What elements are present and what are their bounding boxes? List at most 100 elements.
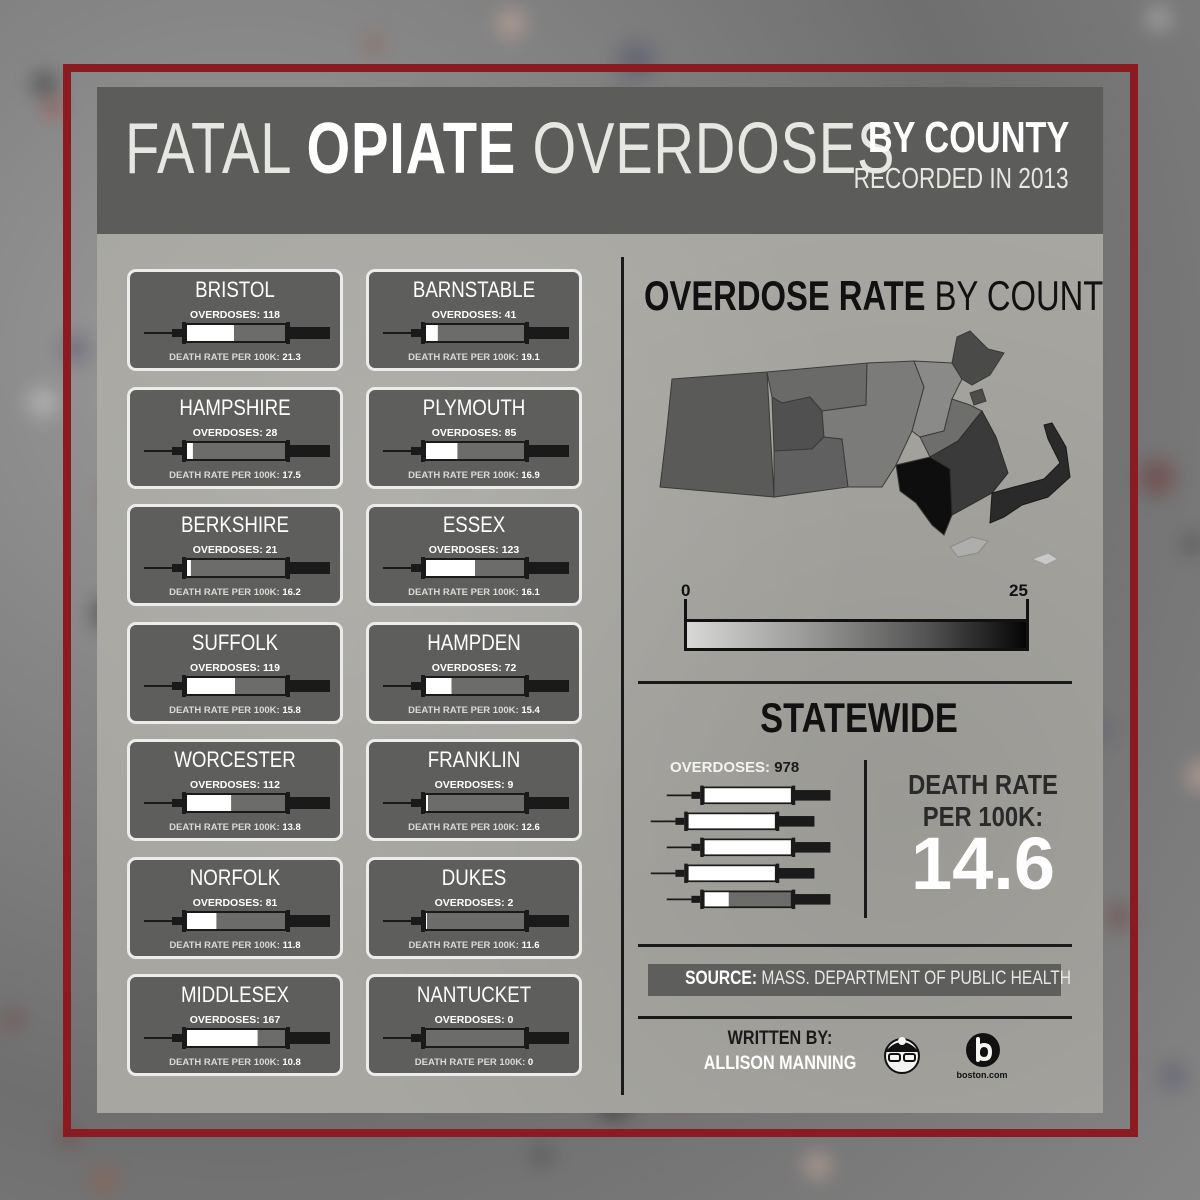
statewide-syringe	[650, 811, 815, 831]
divider-statewide	[638, 681, 1072, 684]
gradient-scale-bar	[684, 619, 1029, 651]
crowd-blur-spot	[1182, 534, 1200, 554]
crowd-blur-spot	[44, 98, 64, 117]
county-death-rate: DEATH RATE PER 100K: 19.1	[369, 352, 579, 363]
syringe-bar	[144, 674, 330, 697]
map-title-rest: BY COUNTY	[934, 272, 1103, 319]
crowd-blur-spot	[28, 388, 58, 417]
crowd-blur-spot	[1160, 1063, 1187, 1090]
syringe-bar	[144, 439, 330, 462]
county-death-rate: DEATH RATE PER 100K: 16.9	[369, 470, 579, 481]
statewide-syringe	[666, 837, 831, 857]
death-rate-value: 19.1	[521, 352, 540, 363]
syringe-bar	[144, 1027, 330, 1049]
boston-logo-text: boston.com	[956, 1070, 1008, 1080]
massachusetts-county-map	[659, 330, 1071, 566]
scale-max-label: 25	[1009, 581, 1028, 600]
county-death-rate: DEATH RATE PER 100K: 12.6	[369, 822, 579, 833]
county-death-rate: DEATH RATE PER 100K: 11.8	[130, 940, 340, 951]
county-name: SUFFOLK	[191, 629, 279, 655]
overdoses-label: OVERDOSES:	[434, 896, 508, 909]
county-death-rate: DEATH RATE PER 100K: 16.1	[369, 587, 579, 598]
map-title-bold: OVERDOSE RATE	[644, 272, 926, 319]
death-rate-label: DEATH RATE PER 100K:	[169, 469, 283, 481]
county-card: NANTUCKET OVERDOSES: 0 DEATH RATE PER 100K…	[366, 974, 582, 1076]
county-card: FRANKLIN OVERDOSES: 9 DEATH RATE PER 100K:…	[366, 739, 582, 841]
county-death-rate: DEATH RATE PER 100K: 16.2	[130, 587, 340, 598]
county-overdoses: OVERDOSES: 81	[130, 897, 340, 909]
crowd-blur-spot	[1187, 762, 1200, 791]
county-card: HAMPSHIRE OVERDOSES: 28 DEATH RATE PER 100…	[127, 386, 343, 489]
crowd-blur-spot	[33, 72, 56, 96]
author-avatar-icon	[884, 1037, 920, 1074]
crowd-blur-spot	[1137, 458, 1175, 496]
death-rate-label: DEATH RATE PER 100K:	[408, 704, 522, 716]
statewide-overdoses: OVERDOSES: 978	[670, 759, 799, 776]
divider-source	[638, 944, 1072, 947]
overdoses-value: 118	[262, 309, 280, 321]
overdoses-label: OVERDOSES:	[192, 896, 266, 909]
source-box: SOURCE: MASS. DEPARTMENT OF PUBLIC HEALT…	[648, 964, 1071, 996]
county-card: NORFOLK OVERDOSES: 81 DEATH RATE PER 100K:…	[127, 856, 343, 959]
overdoses-value: 21	[265, 544, 278, 556]
overdoses-label: OVERDOSES:	[192, 544, 266, 556]
map-berkshire	[659, 371, 775, 498]
syringe-bar	[383, 439, 569, 462]
county-death-rate: DEATH RATE PER 100K: 11.6	[369, 940, 579, 951]
overdoses-label: OVERDOSES:	[192, 426, 266, 439]
death-rate-label: DEATH RATE PER 100K:	[408, 352, 522, 363]
death-rate-label-line1: DEATH RATE	[908, 769, 1058, 800]
death-rate-label: DEATH RATE PER 100K:	[169, 939, 283, 951]
death-rate-label: DEATH RATE PER 100K:	[169, 1057, 283, 1068]
infographic-poster: FATAL OPIATE OVERDOSES BY COUNTY RECORDE…	[97, 87, 1103, 1113]
syringe-bar	[383, 557, 569, 579]
county-name: BRISTOL	[195, 277, 275, 302]
scale-min-label: 0	[681, 581, 691, 600]
death-rate-value: 16.2	[282, 587, 301, 598]
author-name: ALLISON MANNING	[703, 1053, 857, 1074]
county-overdoses: OVERDOSES: 118	[130, 309, 340, 321]
crowd-blur-spot	[1106, 904, 1131, 929]
overdoses-label: OVERDOSES:	[431, 426, 505, 439]
source-label: SOURCE:	[685, 968, 758, 989]
death-rate-label: DEATH RATE PER 100K:	[169, 822, 283, 833]
death-rate-value: 11.8	[282, 939, 301, 951]
overdoses-value: 167	[262, 1014, 281, 1026]
county-name: BERKSHIRE	[180, 512, 290, 537]
written-by-label: WRITTEN BY:	[727, 1028, 833, 1049]
county-overdoses: OVERDOSES: 119	[130, 662, 340, 674]
crowd-blur-spot	[1147, 8, 1169, 30]
overdoses-label: OVERDOSES:	[190, 779, 263, 791]
county-name: ESSEX	[442, 512, 506, 537]
county-name: HAMPSHIRE	[179, 394, 291, 420]
county-death-rate: DEATH RATE PER 100K: 10.8	[130, 1057, 340, 1068]
county-name: HAMPDEN	[427, 629, 521, 655]
syringe-bar	[144, 792, 330, 814]
syringe-bar	[383, 322, 569, 344]
death-rate-value: 15.4	[521, 704, 540, 716]
county-overdoses: OVERDOSES: 9	[369, 779, 579, 791]
county-overdoses: OVERDOSES: 167	[130, 1014, 340, 1026]
county-card: BERKSHIRE OVERDOSES: 21 DEATH RATE PER 100…	[127, 504, 343, 606]
statewide-death-rate-value: 14.6	[910, 822, 1056, 905]
county-death-rate: DEATH RATE PER 100K: 21.3	[130, 352, 340, 363]
crowd-blur-spot	[533, 1146, 551, 1164]
statewide-overdoses-value: 978	[774, 759, 800, 776]
county-card: PLYMOUTH OVERDOSES: 85 DEATH RATE PER 100K…	[366, 386, 582, 489]
map-plymouth	[929, 410, 1009, 516]
title-side-top: BY COUNTY	[867, 113, 1069, 162]
title-bold: OPIATE	[306, 109, 517, 189]
statewide-divider	[864, 760, 867, 918]
county-name: BARNSTABLE	[412, 277, 536, 302]
county-overdoses: OVERDOSES: 72	[369, 662, 579, 674]
title-side-bottom: RECORDED IN 2013	[854, 163, 1069, 195]
county-card: ESSEX OVERDOSES: 123 DEATH RATE PER 100K: …	[366, 504, 582, 606]
statewide-syringe	[666, 785, 831, 805]
overdoses-label: OVERDOSES:	[434, 779, 508, 791]
county-card: MIDDLESEX OVERDOSES: 167 DEATH RATE PER 10…	[127, 974, 343, 1076]
map-bristol	[895, 456, 953, 536]
crowd-blur-spot	[3, 1009, 22, 1029]
vertical-divider	[621, 257, 624, 1095]
crowd-blur-spot	[804, 1152, 830, 1179]
statewide-death-rate-label: DEATH RATE PER 100K:	[898, 769, 1068, 833]
